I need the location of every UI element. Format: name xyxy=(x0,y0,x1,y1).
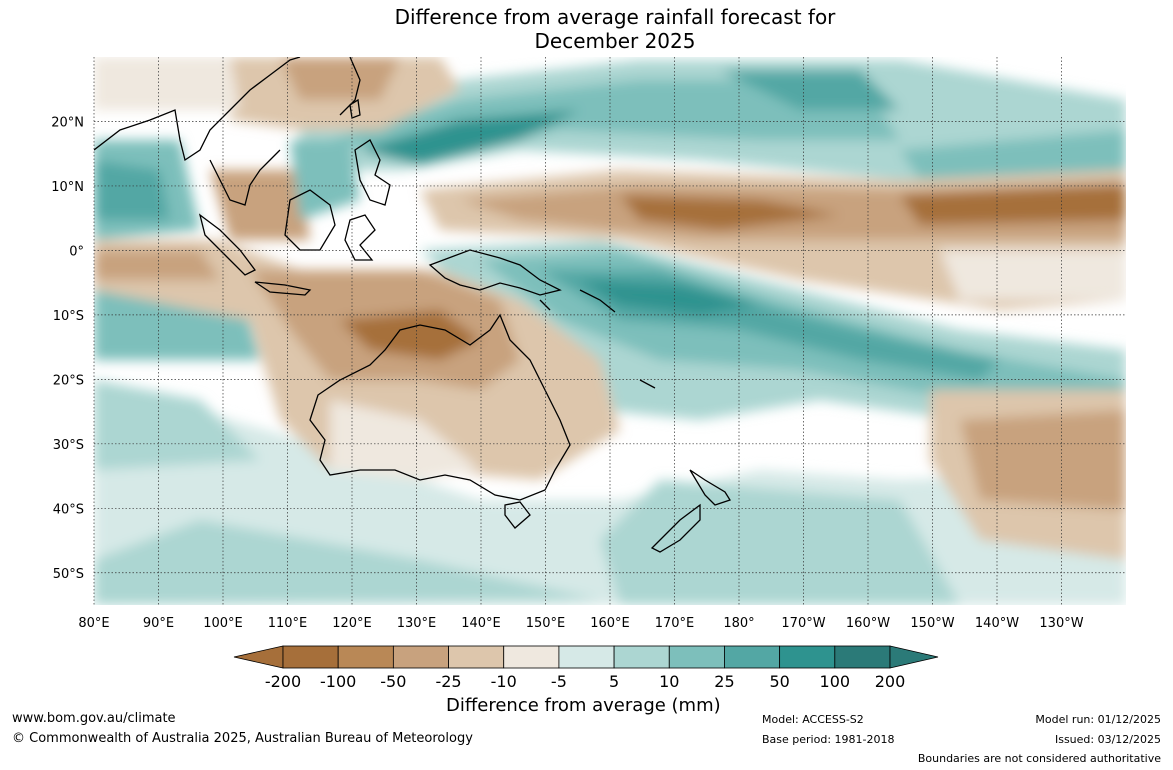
colorbar-segment xyxy=(558,645,615,669)
colorbar: -200 -100 -50 -25 -10 -5 5 10 25 50 100 200 xyxy=(233,645,939,691)
colorbar-tick-label: -10 xyxy=(491,672,517,691)
anomaly-field xyxy=(94,57,1126,605)
lon-tick-label: 170°E xyxy=(655,616,695,631)
lat-tick-label: 10°S xyxy=(53,309,84,324)
colorbar-segment xyxy=(613,645,670,669)
graticule xyxy=(93,57,1126,605)
colorbar-segment xyxy=(724,645,781,669)
coastlines xyxy=(94,57,731,553)
disclaimer-text: Boundaries are not considered authoritat… xyxy=(917,752,1161,765)
copyright-text: © Commonwealth of Australia 2025, Austra… xyxy=(12,731,473,746)
lon-tick-label: 110°E xyxy=(268,616,308,631)
colorbar-label: Difference from average (mm) xyxy=(446,695,721,716)
lon-tick-label: 80°E xyxy=(78,616,109,631)
lon-tick-label: 90°E xyxy=(143,616,174,631)
lat-tick-label: 0° xyxy=(69,244,84,259)
colorbar-tick-label: 50 xyxy=(769,672,789,691)
title-line-1: Difference from average rainfall forecas… xyxy=(394,5,836,29)
colorbar-segment xyxy=(503,645,560,669)
colorbar-tick-label: 10 xyxy=(659,672,679,691)
lon-tick-label: 140°E xyxy=(461,616,501,631)
lon-tick-label: 130°W xyxy=(1039,616,1083,631)
colorbar-arrow-low xyxy=(233,645,284,669)
lon-tick-label: 100°E xyxy=(203,616,243,631)
colorbar-tick-label: 100 xyxy=(820,672,851,691)
colorbar-tick-label: -100 xyxy=(320,672,356,691)
model-text: Model: ACCESS-S2 xyxy=(762,713,864,726)
colorbar-tick-label: -25 xyxy=(435,672,461,691)
colorbar-segment xyxy=(282,645,339,669)
colorbar-tick-label: 5 xyxy=(609,672,619,691)
lat-tick-label: 40°S xyxy=(53,502,84,517)
lon-tick-label: 160°E xyxy=(590,616,630,631)
lat-tick-label: 30°S xyxy=(53,438,84,453)
lon-tick-label: 150°E xyxy=(526,616,566,631)
model-run-text: Model run: 01/12/2025 xyxy=(1035,713,1161,726)
colorbar-segment xyxy=(779,645,836,669)
latitude-labels: 20°N 10°N 0° 10°S 20°S 30°S 40°S 50°S xyxy=(51,115,84,581)
lon-tick-label: 120°E xyxy=(332,616,372,631)
lat-tick-label: 50°S xyxy=(53,567,84,582)
colorbar-segment xyxy=(448,645,505,669)
colorbar-segment xyxy=(337,645,394,669)
colorbar-tick-label: 200 xyxy=(875,672,906,691)
colorbar-tick-label: -50 xyxy=(380,672,406,691)
colorbar-tick-label: -5 xyxy=(551,672,567,691)
lat-tick-label: 10°N xyxy=(51,180,84,195)
lon-tick-label: 130°E xyxy=(397,616,437,631)
lon-tick-label: 150°W xyxy=(910,616,954,631)
lat-tick-label: 20°N xyxy=(51,115,84,130)
lat-tick-label: 20°S xyxy=(53,373,84,388)
lon-tick-label: 180° xyxy=(723,616,754,631)
colorbar-arrow-high xyxy=(889,645,939,669)
colorbar-segment xyxy=(392,645,449,669)
map-title: Difference from average rainfall forecas… xyxy=(0,5,1173,53)
longitude-labels: 80°E 90°E 100°E 110°E 120°E 130°E 140°E 150°E 16… xyxy=(78,616,1083,631)
website-text: www.bom.gov.au/climate xyxy=(12,711,176,726)
base-period-text: Base period: 1981-2018 xyxy=(762,733,895,746)
issued-text: Issued: 03/12/2025 xyxy=(1054,733,1161,746)
colorbar-segment xyxy=(668,645,725,669)
lon-tick-label: 140°W xyxy=(975,616,1019,631)
colorbar-tick-label: 25 xyxy=(714,672,734,691)
colorbar-tick-label: -200 xyxy=(265,672,301,691)
lon-tick-label: 170°W xyxy=(781,616,825,631)
title-line-2: December 2025 xyxy=(534,29,696,53)
colorbar-segment xyxy=(834,645,891,669)
lon-tick-label: 160°W xyxy=(846,616,890,631)
